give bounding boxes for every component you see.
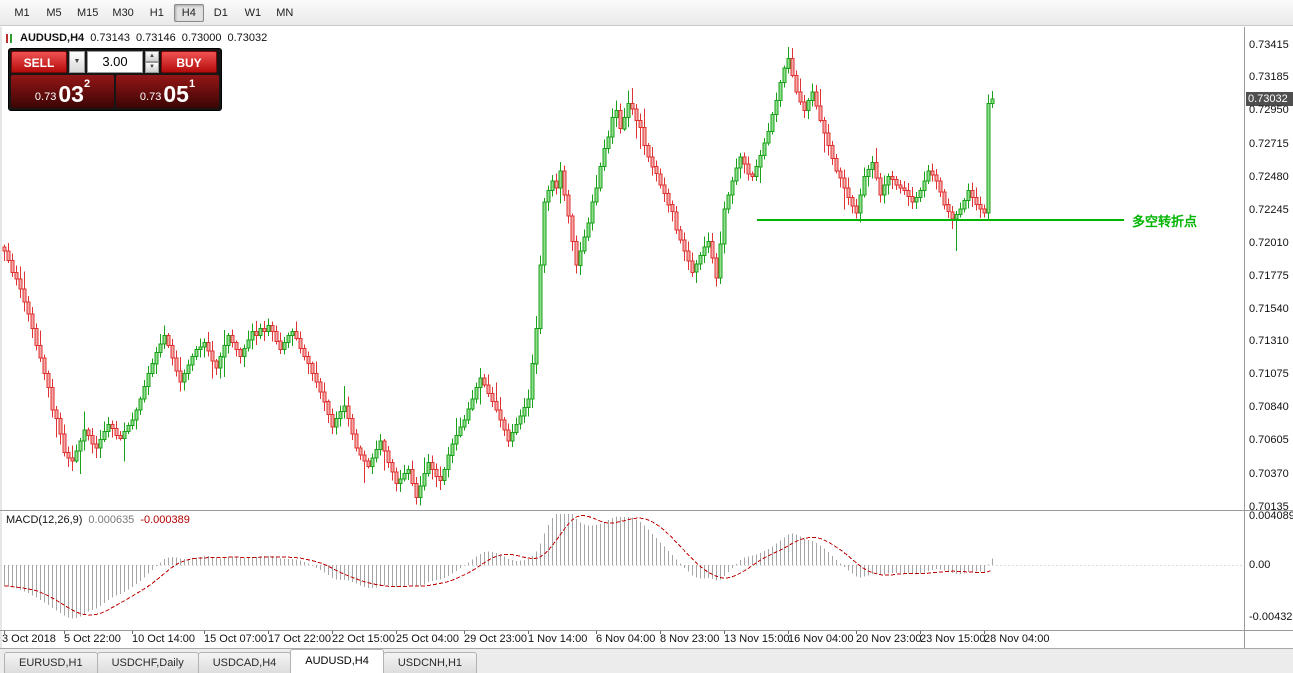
time-axis-label: 6 Nov 04:00 [596, 633, 656, 645]
price-axis-label: 0.70135 [1249, 500, 1289, 513]
time-axis-label: 15 Oct 07:00 [204, 633, 267, 645]
open-value: 0.73143 [90, 32, 130, 44]
price-axis-label: 0.71775 [1249, 269, 1289, 282]
time-axis-label: 5 Oct 22:00 [64, 633, 121, 645]
macd-signal-value: -0.000389 [140, 514, 190, 526]
macd-name: MACD(12,26,9) [6, 514, 83, 526]
chart-ohlc-title: AUDUSD,H4 0.73143 0.73146 0.73000 0.7303… [6, 32, 267, 44]
price-axis-label: 0.72010 [1249, 236, 1289, 249]
buy-price-pip: 1 [188, 78, 196, 90]
price-axis-label: 0.70605 [1249, 434, 1289, 447]
macd-axis-label-zero: 0.00 [1249, 559, 1271, 571]
time-axis-label: 10 Oct 14:00 [132, 633, 195, 645]
time-axis-label: 3 Oct 2018 [2, 633, 56, 645]
low-value: 0.73000 [181, 32, 222, 44]
chart-tab-eurusd-h1[interactable]: EURUSD,H1 [4, 652, 98, 673]
high-value: 0.73146 [135, 32, 176, 44]
sell-price-pip: 2 [83, 78, 91, 90]
volume-decrease-button[interactable]: ▼ [145, 62, 159, 73]
buy-price-display: 0.73 05 1 [116, 75, 219, 108]
chart-tabbar: EURUSD,H1 USDCHF,Daily USDCAD,H4 AUDUSD,H4 U… [0, 648, 1293, 673]
time-axis-label: 22 Oct 15:00 [332, 633, 395, 645]
time-axis[interactable]: 3 Oct 2018 5 Oct 22:00 10 Oct 14:00 15 Oct … [0, 631, 1244, 648]
time-axis-line [0, 630, 1293, 631]
volume-input[interactable]: 3.00 [87, 51, 143, 73]
chart-tab-usdchf-daily[interactable]: USDCHF,Daily [96, 652, 199, 673]
volume-stepper: ▲ ▼ [145, 51, 159, 73]
buy-price-base: 0.73 [139, 91, 162, 103]
volume-dropdown-icon[interactable]: ▼ [69, 51, 85, 73]
window-edge [0, 27, 2, 648]
price-axis-label: 0.72480 [1249, 170, 1289, 183]
sell-price-base: 0.73 [34, 91, 57, 103]
price-axis-label: 0.72715 [1249, 137, 1289, 150]
time-axis-label: 20 Nov 23:00 [856, 633, 922, 645]
time-axis-label: 25 Oct 04:00 [396, 633, 459, 645]
timeframe-button-m5[interactable]: M5 [46, 6, 62, 19]
timeframe-button-m15[interactable]: M15 [77, 6, 99, 19]
price-axis-label: 0.73185 [1249, 71, 1289, 84]
timeframe-button-m1[interactable]: M1 [14, 6, 30, 19]
current-price-badge: 0.73032 [1246, 91, 1293, 106]
chart-canvas[interactable] [0, 27, 1244, 648]
timeframe-button-h4[interactable]: H4 [173, 3, 204, 22]
pane-divider[interactable] [0, 510, 1293, 511]
time-axis-label: 17 Oct 22:00 [268, 633, 331, 645]
price-axis-label: 0.73415 [1249, 39, 1289, 51]
sell-price-display: 0.73 03 2 [11, 75, 114, 108]
chart-icon [6, 33, 14, 43]
macd-main-value: 0.000635 [88, 514, 135, 526]
chart-tab-audusd-h4[interactable]: AUDUSD,H4 [290, 649, 384, 673]
buy-price-big: 05 [163, 81, 189, 107]
timeframe-toolbar: M1 M5 M15 M30 H1 H4 D1 W1 MN [0, 0, 1293, 26]
price-axis-label: 0.72950 [1249, 104, 1289, 117]
chart-tab-usdcad-h4[interactable]: USDCAD,H4 [197, 652, 292, 673]
sell-button[interactable]: SELL [11, 51, 67, 73]
time-axis-label: 13 Nov 15:00 [724, 633, 790, 645]
volume-increase-button[interactable]: ▲ [145, 51, 159, 62]
time-axis-label: 28 Nov 04:00 [984, 633, 1050, 645]
price-axis-label: 0.70840 [1249, 401, 1289, 414]
time-axis-label: 23 Nov 15:00 [920, 633, 986, 645]
time-axis-label: 8 Nov 23:00 [660, 633, 720, 645]
sell-price-big: 03 [58, 81, 84, 107]
macd-indicator-label: MACD(12,26,9) 0.000635 -0.000389 [6, 514, 190, 526]
time-axis-label: 16 Nov 04:00 [788, 633, 854, 645]
macd-axis-label-bottom: -0.004322 [1249, 610, 1293, 623]
buy-button[interactable]: BUY [161, 51, 217, 73]
price-axis-label: 0.71540 [1249, 302, 1289, 315]
price-axis[interactable]: 0.73032 0.73415 0.73185 0.72950 0.72715 0.72… [1244, 27, 1293, 648]
timeframe-button-d1[interactable]: D1 [213, 6, 228, 19]
one-click-trading-panel: SELL ▼ 3.00 ▲ ▼ BUY 0.73 03 2 0.73 05 [8, 48, 222, 111]
timeframe-button-h1[interactable]: H1 [149, 6, 164, 19]
time-axis-label: 1 Nov 14:00 [528, 633, 588, 645]
price-axis-label: 0.71310 [1249, 335, 1289, 348]
timeframe-button-mn[interactable]: MN [276, 6, 294, 19]
timeframe-button-w1[interactable]: W1 [244, 6, 262, 19]
annotation-label[interactable]: 多空转折点 [1132, 214, 1198, 230]
macd-axis-label-top: 0.004089 [1249, 510, 1293, 522]
close-value: 0.73032 [227, 32, 268, 44]
timeframe-button-m30[interactable]: M30 [112, 6, 134, 19]
chart-window: AUDUSD,H4 0.73143 0.73146 0.73000 0.7303… [0, 27, 1293, 648]
symbol-label: AUDUSD,H4 [20, 32, 85, 44]
price-axis-label: 0.71075 [1249, 368, 1289, 381]
chart-tab-usdcnh-h1[interactable]: USDCNH,H1 [382, 652, 478, 673]
price-axis-label: 0.72245 [1249, 203, 1289, 216]
time-axis-label: 29 Oct 23:00 [464, 633, 527, 645]
price-axis-label: 0.70370 [1249, 467, 1289, 480]
